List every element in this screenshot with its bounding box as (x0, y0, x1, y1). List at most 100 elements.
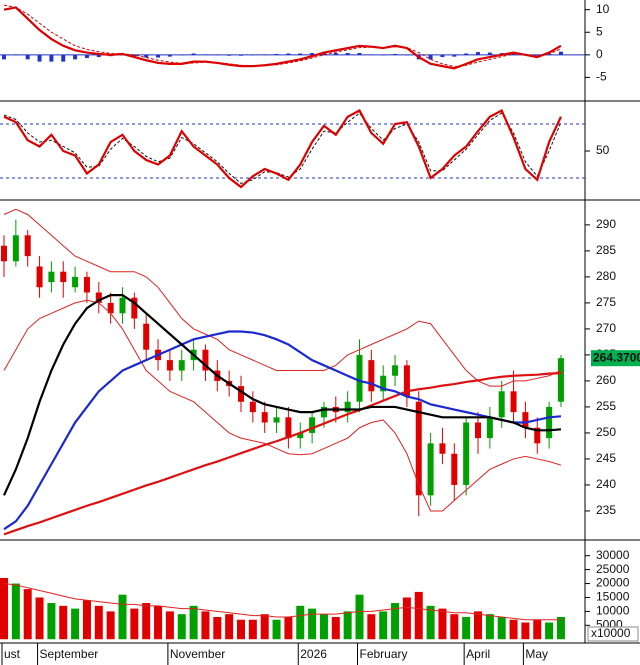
volume-bar (379, 611, 388, 640)
candle-body (131, 297, 138, 319)
y-tick-label: 50 (596, 143, 610, 157)
candle-body (522, 412, 529, 428)
volume-bar (82, 600, 91, 640)
volume-bar (402, 597, 411, 640)
candle-body (415, 401, 422, 496)
scale-label: x10000 (591, 626, 631, 640)
histogram-bar (156, 54, 161, 58)
candle-body (309, 417, 316, 433)
candle-body (368, 360, 375, 392)
y-tick-label: 235 (596, 503, 616, 517)
histogram-bar (84, 54, 89, 58)
candle-body (24, 235, 31, 257)
candle-body (36, 266, 43, 288)
x-tick-label: May (525, 647, 548, 661)
volume-bar (201, 611, 210, 640)
y-tick-label: 30000 (596, 548, 630, 562)
volume-bar (462, 616, 471, 640)
volume-bar (130, 608, 139, 640)
y-tick-label: 25000 (596, 562, 630, 576)
y-tick-label: 285 (596, 243, 616, 257)
y-tick-label: 0 (596, 47, 603, 61)
histogram-bar (393, 53, 398, 55)
candle-body (95, 292, 102, 303)
volume-bar (248, 619, 257, 640)
volume-bar (355, 594, 364, 640)
indicator-line (3, 6, 562, 70)
histogram-bar (357, 53, 362, 55)
candle-body (344, 401, 351, 413)
histogram-bar (310, 53, 315, 55)
candle-body (107, 302, 114, 314)
candle-body (439, 443, 446, 454)
volume-bar (414, 591, 423, 640)
volume-bar (23, 589, 32, 640)
histogram-bar (369, 54, 374, 55)
y-tick-label: 20000 (596, 576, 630, 590)
histogram-bar (452, 54, 457, 57)
volume-bar (556, 616, 565, 640)
histogram-bar (61, 54, 66, 62)
histogram-bar (404, 54, 409, 56)
volume-bar (367, 614, 376, 640)
volume-bar (225, 614, 234, 640)
volume-bar (189, 605, 198, 640)
x-tick-label: February (360, 647, 408, 661)
candle-body (320, 406, 327, 418)
candle-body (356, 354, 363, 402)
histogram-bar (167, 54, 172, 57)
x-tick-label: November (170, 647, 225, 661)
candle-body (475, 422, 481, 439)
y-tick-label: 10 (596, 2, 610, 16)
volume-bar (296, 605, 305, 640)
histogram-bar (239, 54, 243, 56)
histogram-bar (535, 54, 540, 56)
candle-body (83, 276, 90, 293)
candle-body (1, 245, 7, 262)
volume-bar (11, 583, 20, 640)
volume-bar (0, 577, 8, 640)
candle-body (510, 391, 517, 413)
candle-body (285, 417, 292, 439)
histogram-bar (25, 54, 30, 60)
volume-bar (35, 597, 44, 640)
volume-bar (533, 619, 542, 640)
x-tick-label: April (466, 647, 490, 661)
histogram-bar (215, 54, 220, 56)
volume-bar (391, 603, 400, 640)
histogram-bar (345, 53, 350, 55)
volume-bar (118, 594, 127, 640)
volume-bar (94, 605, 103, 640)
candle-body (261, 412, 268, 423)
volume-bar (106, 611, 115, 640)
y-tick-label: 245 (596, 451, 616, 465)
volume-bar (545, 622, 554, 640)
volume-bar (497, 616, 506, 640)
last-price-box (591, 350, 640, 367)
histogram-bar (13, 54, 18, 56)
histogram-bar (440, 54, 445, 58)
y-tick-label: -5 (596, 70, 607, 84)
volume-bar (521, 622, 530, 640)
volume-bar (47, 603, 56, 640)
last-price-label: 264.3700 (593, 350, 640, 364)
y-tick-label: 270 (596, 321, 616, 335)
candle-body (380, 375, 387, 392)
candle-body (249, 401, 256, 413)
candle-body (238, 386, 244, 402)
candle-body (178, 360, 185, 371)
volume-bar (426, 605, 435, 640)
candle-body (451, 453, 458, 485)
volume-bar (165, 611, 174, 640)
volume-bar (308, 608, 317, 640)
candle-body (546, 406, 553, 439)
candle-body (557, 358, 564, 402)
candle-body (297, 432, 304, 439)
volume-bar (331, 616, 340, 640)
y-tick-label: 15000 (596, 590, 630, 604)
histogram-bar (487, 52, 492, 55)
y-tick-label: 240 (596, 477, 616, 491)
volume-bar (59, 605, 68, 640)
